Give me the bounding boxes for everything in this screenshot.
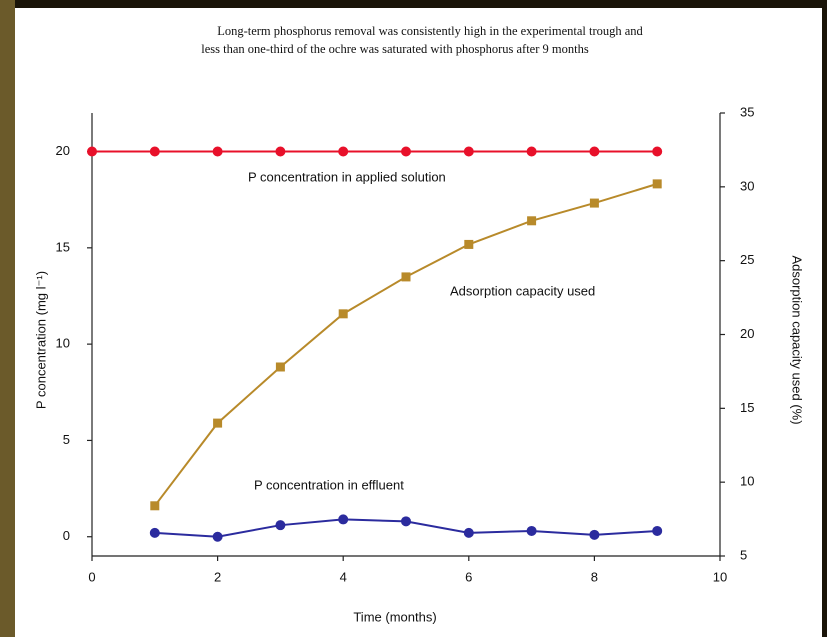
marker (150, 501, 160, 511)
marker (526, 146, 537, 157)
x-tick-label: 2 (214, 569, 221, 584)
marker (338, 309, 348, 319)
marker (275, 520, 286, 531)
title-line: less than one-third of the ochre was sat… (201, 42, 589, 56)
marker (87, 146, 97, 157)
marker (527, 216, 537, 226)
y2-tick-label: 15 (740, 400, 754, 415)
x-tick-label: 6 (465, 569, 472, 584)
y-tick-label: 0 (63, 528, 70, 543)
marker (338, 514, 349, 525)
x-tick-label: 4 (340, 569, 347, 584)
annotation: Adsorption capacity used (450, 283, 595, 298)
marker (275, 362, 285, 372)
left-border (0, 0, 15, 637)
marker (212, 146, 223, 157)
marker (149, 527, 160, 538)
marker (338, 146, 349, 157)
y2-tick-label: 5 (740, 547, 747, 562)
marker (401, 146, 411, 157)
x-tick-label: 10 (713, 569, 727, 584)
marker (401, 272, 411, 282)
panel (15, 8, 822, 637)
marker (652, 146, 663, 157)
marker (526, 525, 537, 536)
marker (275, 146, 286, 157)
y2-tick-label: 25 (740, 252, 754, 267)
title-line: Long-term phosphorus removal was consist… (217, 24, 643, 38)
marker (464, 239, 474, 249)
marker (401, 516, 411, 527)
marker (589, 198, 599, 208)
marker (589, 146, 600, 157)
y-tick-label: 5 (63, 432, 70, 447)
y-tick-label: 20 (56, 143, 70, 158)
x-tick-label: 8 (591, 569, 598, 584)
y2-tick-label: 10 (740, 474, 754, 489)
y2-tick-label: 35 (740, 104, 754, 119)
x-axis-label: Time (months) (353, 609, 436, 624)
marker (463, 527, 474, 538)
y-tick-label: 15 (56, 239, 70, 254)
y2-tick-label: 20 (740, 326, 754, 341)
marker (652, 179, 662, 189)
marker (213, 418, 223, 428)
marker (149, 146, 160, 157)
marker (652, 525, 663, 536)
y-tick-label: 10 (56, 336, 70, 351)
annotation: P concentration in effluent (254, 477, 404, 492)
x-tick-label: 0 (88, 569, 95, 584)
marker (463, 146, 474, 157)
y2-tick-label: 30 (740, 178, 754, 193)
annotation: P concentration in applied solution (248, 169, 446, 184)
y2-axis-label: Adsorption capacity used (%) (790, 255, 805, 424)
marker (212, 531, 223, 542)
marker (589, 529, 600, 540)
y-axis-label: P concentration (mg l⁻¹) (33, 271, 48, 409)
